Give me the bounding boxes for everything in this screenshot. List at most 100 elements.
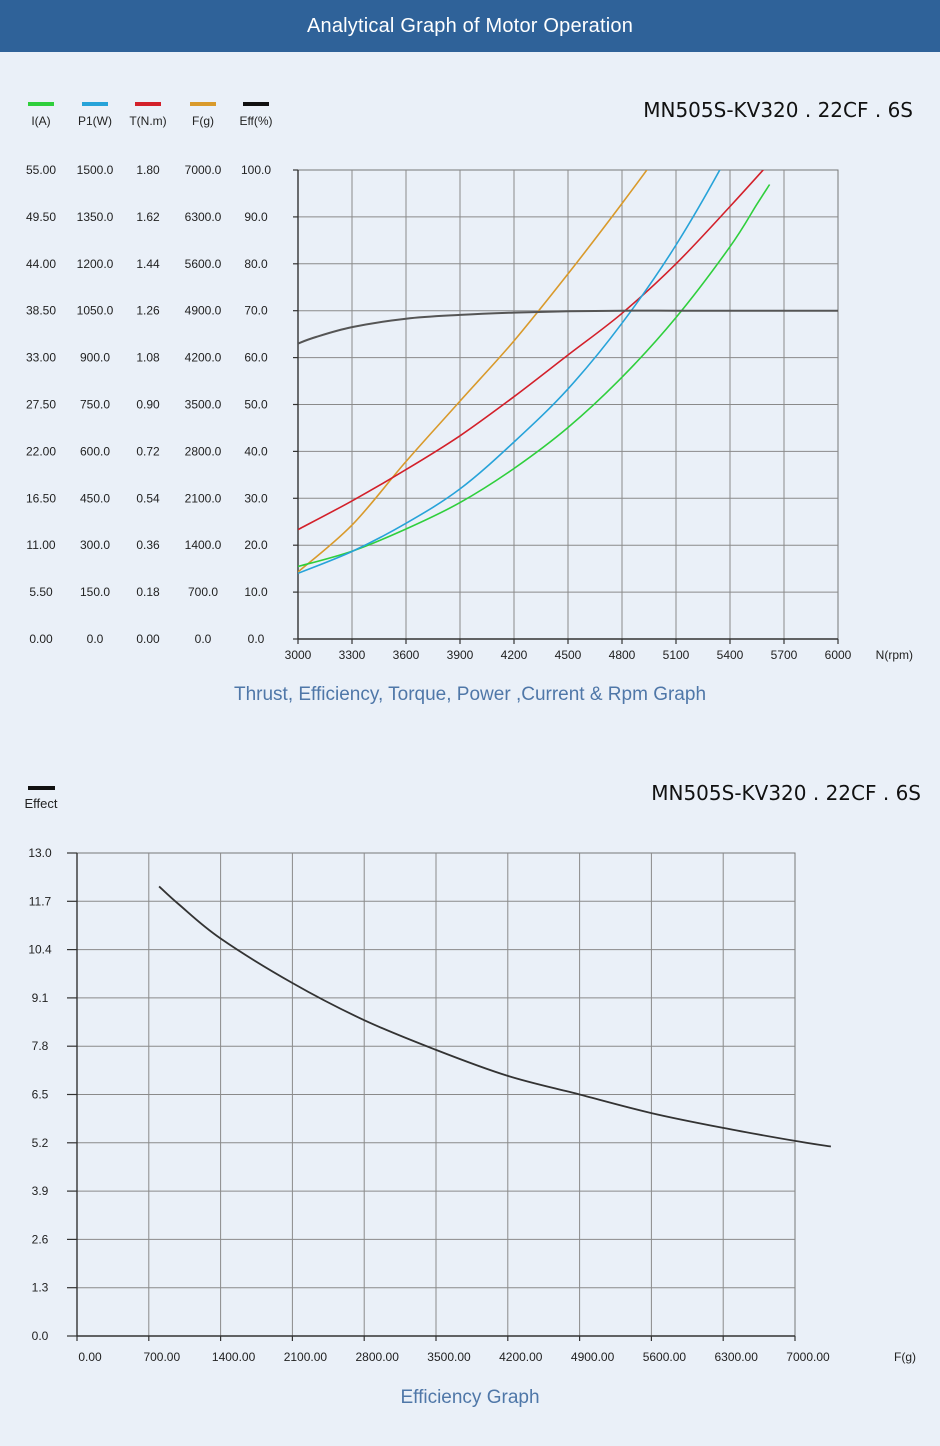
series-f-g (298, 170, 648, 573)
y-tick-label: 0.00 (29, 632, 53, 646)
x-tick-label: 3900 (447, 648, 474, 662)
legend-label: F(g) (192, 114, 214, 128)
legend-item: Eff(%) (239, 102, 273, 128)
x-tick-label: 4800 (609, 648, 636, 662)
legend-label: I(A) (31, 114, 50, 128)
x-tick-label: 1400.00 (212, 1350, 256, 1364)
series-p1-w (298, 170, 721, 575)
y-tick-label: 11.00 (26, 538, 55, 552)
legend-item: T(N.m) (129, 102, 167, 128)
x-tick-label: 6300.00 (715, 1350, 759, 1364)
x-tick-label: 7000.00 (786, 1350, 830, 1364)
y-tick-label: 0.36 (136, 538, 160, 552)
x-tick-label: 5600.00 (643, 1350, 687, 1364)
y-tick-label: 600.0 (80, 444, 110, 458)
x-tick-label: 4200 (501, 648, 528, 662)
y-tick-label: 4200.0 (185, 351, 222, 365)
y-tick-label: 5.2 (32, 1136, 49, 1150)
y-tick-label: 2800.0 (185, 444, 222, 458)
x-tick-label: 5400 (717, 648, 744, 662)
y-tick-label: 0.0 (195, 632, 212, 646)
model-label: MN505S-KV320 . 22CF . 6S (651, 781, 921, 805)
legend-label: T(N.m) (129, 114, 166, 128)
x-tick-label: 3600 (393, 648, 420, 662)
y-tick-label: 450.0 (80, 491, 110, 505)
y-tick-label: 1200.0 (77, 257, 114, 271)
motor-operation-chart: I(A) P1(W) T(N.m) F(g) Eff(%) MN505S-KV320 . … (26, 98, 913, 662)
series-eff (298, 309, 838, 345)
y-tick-label: 10.0 (244, 585, 268, 599)
y-tick-label: 1.62 (136, 210, 160, 224)
y-tick-label: 40.0 (244, 444, 268, 458)
y-tick-label: 1.3 (32, 1281, 49, 1295)
y-tick-label: 70.0 (244, 304, 268, 318)
legend-item: F(g) (190, 102, 216, 128)
page-title: Analytical Graph of Motor Operation (306, 14, 634, 37)
y-tick-label: 2.6 (32, 1232, 49, 1246)
y-tick-label: 1050.0 (77, 304, 114, 318)
y-tick-label: 38.50 (26, 304, 56, 318)
x-tick-label: 5700 (771, 648, 798, 662)
x-tick-label: 3000 (285, 648, 312, 662)
x-tick-label: 4500 (555, 648, 582, 662)
y-tick-label: 33.00 (26, 351, 56, 365)
y-tick-label: 55.00 (26, 163, 56, 177)
y-tick-label: 7.8 (32, 1039, 49, 1053)
y-tick-label: 0.0 (248, 632, 265, 646)
chart2-caption: Efficiency Graph (400, 1387, 540, 1408)
y-tick-label: 60.0 (244, 351, 268, 365)
series-line (298, 170, 765, 531)
x-axis-label: N(rpm) (876, 648, 913, 662)
y-tick-label: 900.0 (80, 351, 110, 365)
y-tick-label: 16.50 (26, 491, 56, 505)
y-tick-label: 0.0 (87, 632, 104, 646)
y-tick-label: 20.0 (244, 538, 268, 552)
y-tick-label: 150.0 (80, 585, 110, 599)
legend-label: Eff(%) (239, 114, 272, 128)
y-tick-label: 4900.0 (185, 304, 222, 318)
plot-area (67, 852, 796, 1341)
y-tick-label: 750.0 (80, 398, 110, 412)
chart1-caption: Thrust, Efficiency, Torque, Power ,Curre… (233, 684, 707, 705)
y-tick-label: 90.0 (244, 210, 268, 224)
y-tick-label: 13.0 (28, 846, 52, 860)
y-tick-label: 5.50 (29, 585, 53, 599)
series-t-n-m (298, 170, 765, 531)
y-tick-label: 9.1 (32, 991, 49, 1005)
y-tick-label: 6300.0 (185, 210, 222, 224)
y-tick-label: 300.0 (80, 538, 110, 552)
y-tick-label: 1.26 (136, 304, 160, 318)
series-i-a (298, 184, 771, 568)
y-tick-label: 49.50 (26, 210, 56, 224)
y-tick-label: 1.80 (136, 163, 160, 177)
x-tick-label: 2100.00 (284, 1350, 328, 1364)
x-axis-label: F(g) (894, 1350, 916, 1364)
y-tick-label: 1.44 (136, 257, 160, 271)
y-tick-label: 3.9 (32, 1184, 49, 1198)
series-effect (158, 885, 832, 1148)
series-line (298, 184, 771, 568)
y-tick-label: 27.50 (26, 398, 56, 412)
y-tick-label: 0.18 (136, 585, 160, 599)
series-line (298, 170, 721, 575)
y-tick-label: 1400.0 (185, 538, 222, 552)
y-tick-label: 0.72 (136, 444, 160, 458)
header-bar: Analytical Graph of Motor Operation (0, 0, 940, 52)
y-tick-label: 3500.0 (185, 398, 222, 412)
legend-item: I(A) (28, 102, 54, 128)
y-tick-label: 0.00 (136, 632, 160, 646)
y-tick-label: 0.0 (32, 1329, 49, 1343)
series-line (158, 885, 832, 1148)
y-tick-label: 0.90 (136, 398, 160, 412)
x-tick-label: 2800.00 (356, 1350, 400, 1364)
y-tick-label: 1350.0 (77, 210, 114, 224)
y-tick-label: 50.0 (244, 398, 268, 412)
y-tick-label: 44.00 (26, 257, 56, 271)
y-tick-label: 80.0 (244, 257, 268, 271)
x-tick-label: 3300 (339, 648, 366, 662)
y-tick-label: 11.7 (29, 894, 52, 908)
y-tick-label: 1500.0 (77, 163, 114, 177)
y-tick-label: 10.4 (28, 943, 52, 957)
legend-item: Effect (24, 786, 58, 811)
y-tick-label: 22.00 (26, 444, 56, 458)
